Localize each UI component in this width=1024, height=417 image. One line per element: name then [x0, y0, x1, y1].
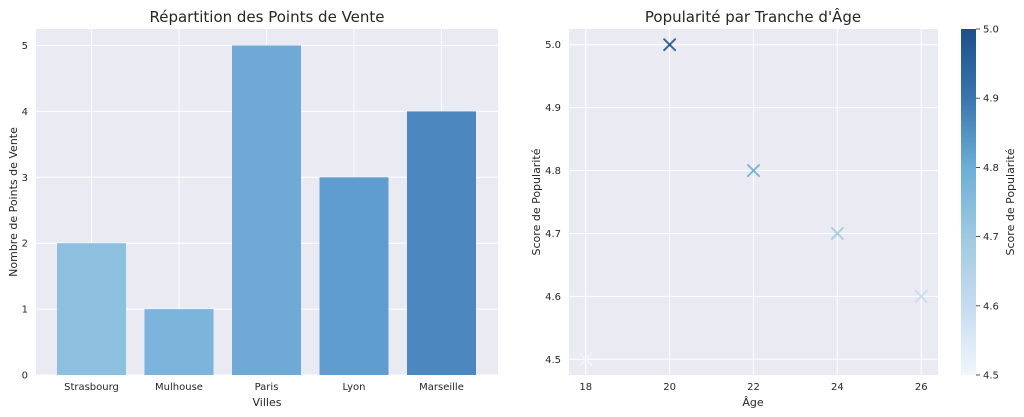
bar-strasbourg: [57, 243, 126, 375]
bar-paris: [232, 45, 301, 375]
bar-chart: 0 1 2 3 4 5 Strasbourg Mulhouse Paris Lyon Marsei…: [7, 8, 498, 409]
scatter-point: [579, 352, 593, 366]
bar-chart-x-tick: Paris: [255, 382, 279, 393]
scatter-chart-gridlines: [569, 29, 938, 375]
bar-chart-x-tick: Lyon: [342, 382, 365, 393]
colorbar-ticks: 4.5 4.6 4.7 4.8 4.9 5.0: [976, 25, 999, 382]
bar-chart-y-tick: 2: [22, 239, 28, 250]
colorbar-tick: 5.0: [983, 25, 999, 36]
bar-chart-x-tick: Mulhouse: [155, 382, 203, 393]
scatter-chart-y-tick: 4.6: [545, 292, 561, 303]
bar-chart-title: Répartition des Points de Vente: [149, 8, 384, 26]
bar-chart-x-label: Villes: [253, 396, 282, 409]
bar-chart-y-tick: 5: [22, 41, 28, 52]
bar-chart-y-tick: 3: [22, 173, 28, 184]
scatter-chart-title: Popularité par Tranche d'Âge: [645, 7, 861, 26]
scatter-chart-x-tick: 26: [915, 382, 928, 393]
scatter-chart-points: [579, 38, 928, 366]
scatter-chart-y-tick: 4.8: [545, 166, 561, 177]
scatter-chart-y-tick: 5.0: [545, 40, 561, 51]
bar-marseille: [407, 111, 476, 375]
scatter-chart: 4.5 4.6 4.7 4.8 4.9 5.0 18 20 22 24 26 Popularité…: [530, 7, 938, 409]
bar-chart-y-tick: 0: [22, 371, 28, 382]
bar-chart-x-tick: Strasbourg: [64, 382, 119, 393]
scatter-chart-x-tick: 22: [747, 382, 760, 393]
bar-chart-y-tick: 4: [22, 107, 28, 118]
colorbar-tick: 4.6: [983, 301, 999, 312]
colorbar-tick: 4.8: [983, 163, 999, 174]
colorbar: 4.5 4.6 4.7 4.8 4.9 5.0 Score de Popularité: [961, 25, 1017, 382]
bar-chart-y-label: Nombre de Points de Vente: [7, 127, 20, 277]
scatter-chart-x-tick: 20: [663, 382, 676, 393]
bar-chart-x-tick: Marseille: [419, 382, 464, 393]
scatter-point: [663, 38, 677, 52]
bar-chart-y-tick: 1: [22, 305, 28, 316]
scatter-chart-x-ticks: 18 20 22 24 26: [579, 382, 927, 393]
colorbar-tick: 4.7: [983, 232, 999, 243]
scatter-chart-x-tick: 24: [831, 382, 844, 393]
scatter-chart-x-tick: 18: [579, 382, 592, 393]
colorbar-gradient: [961, 29, 976, 375]
scatter-chart-y-tick: 4.7: [545, 229, 561, 240]
bar-chart-bars: [57, 45, 476, 375]
bar-lyon: [319, 177, 389, 375]
scatter-point: [830, 226, 844, 240]
colorbar-tick: 4.9: [983, 94, 999, 105]
bar-chart-y-ticks: 0 1 2 3 4 5: [22, 41, 28, 382]
scatter-chart-y-tick: 4.5: [545, 355, 561, 366]
scatter-point: [747, 164, 760, 178]
colorbar-tick: 4.5: [983, 371, 999, 382]
bar-chart-x-ticks: Strasbourg Mulhouse Paris Lyon Marseille: [64, 382, 464, 393]
scatter-chart-y-tick: 4.9: [545, 103, 561, 114]
bar-mulhouse: [144, 309, 214, 375]
scatter-point: [914, 289, 928, 303]
scatter-chart-y-label: Score de Popularité: [530, 148, 543, 255]
scatter-chart-y-ticks: 4.5 4.6 4.7 4.8 4.9 5.0: [545, 40, 561, 366]
colorbar-label: Score de Popularité: [1004, 148, 1017, 255]
scatter-chart-x-label: Âge: [742, 396, 764, 409]
